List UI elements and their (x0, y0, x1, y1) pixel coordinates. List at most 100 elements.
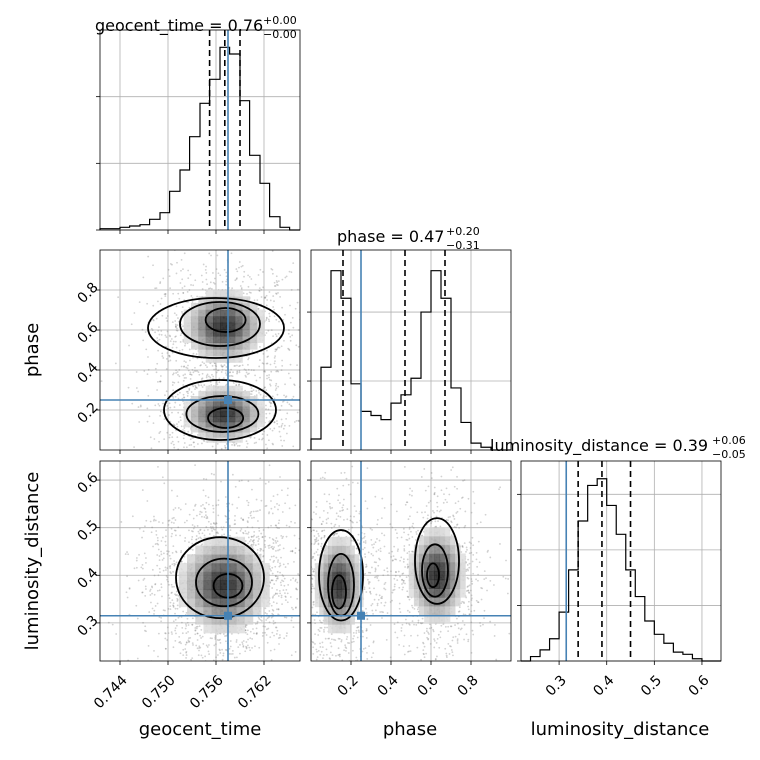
sample-point (149, 594, 152, 596)
sample-point (351, 526, 353, 529)
sample-point (477, 579, 479, 582)
sample-point (293, 512, 295, 514)
sample-point (162, 402, 164, 405)
sample-point (250, 517, 253, 519)
sample-point (276, 588, 278, 591)
sample-point (196, 639, 199, 641)
sample-point (266, 218, 268, 220)
sample-point (308, 289, 310, 291)
sample-point (351, 465, 354, 468)
sample-point (201, 377, 204, 380)
sample-point (160, 333, 163, 336)
sample-point (356, 636, 359, 639)
contour-line (185, 395, 260, 433)
sample-point (169, 608, 172, 610)
sample-point (229, 664, 231, 666)
sample-point (194, 505, 196, 507)
sample-point (344, 646, 347, 649)
sample-point (439, 509, 442, 512)
sample-point (175, 346, 178, 349)
sample-point (201, 674, 203, 676)
sample-point (436, 495, 439, 498)
density-cell (211, 597, 221, 608)
sample-point (324, 471, 327, 474)
density-cell (242, 309, 251, 317)
sample-point (342, 676, 344, 678)
density-cell (191, 316, 199, 324)
sample-point (442, 501, 445, 504)
sample-point (194, 464, 196, 467)
sample-point (454, 502, 457, 505)
sample-point (213, 522, 215, 525)
sample-point (246, 521, 249, 524)
sample-point (171, 431, 174, 434)
sample-point (229, 468, 231, 470)
sample-point (303, 569, 305, 571)
sample-point (428, 623, 431, 626)
sample-point (275, 279, 278, 282)
sample-point (268, 401, 271, 403)
sample-point (176, 594, 178, 596)
sample-point (235, 668, 237, 670)
sample-point (146, 302, 149, 305)
sample-point (169, 601, 172, 604)
sample-point (238, 261, 241, 263)
sample-point (262, 395, 265, 398)
sample-point (292, 395, 295, 398)
sample-point (272, 595, 275, 598)
sample-point (183, 442, 186, 444)
density-cell (198, 322, 207, 330)
density-cell (244, 615, 254, 625)
sample-point (195, 625, 198, 628)
sample-point (203, 384, 206, 386)
sample-point (264, 612, 267, 614)
sample-point (473, 502, 476, 505)
sample-point (268, 511, 271, 514)
sample-point (422, 649, 425, 652)
sample-point (150, 447, 153, 450)
sample-point (181, 311, 183, 313)
sample-point (246, 373, 249, 376)
sample-point (190, 465, 192, 467)
sample-point (257, 427, 260, 430)
sample-point (270, 579, 273, 582)
sample-point (296, 301, 299, 304)
sample-point (314, 538, 316, 541)
sample-point (177, 448, 180, 450)
sample-point (278, 320, 280, 323)
sample-point (193, 445, 196, 448)
sample-point (183, 446, 185, 449)
sample-point (205, 501, 208, 504)
density-cell (227, 426, 236, 433)
sample-point (291, 544, 293, 546)
sample-point (263, 296, 266, 299)
sample-point (272, 542, 275, 544)
sample-point (243, 368, 246, 371)
sample-point (408, 526, 411, 529)
sample-point (316, 656, 319, 659)
sample-point (225, 634, 228, 637)
sample-point (275, 577, 278, 580)
sample-point (403, 545, 406, 547)
sample-point (259, 393, 262, 396)
sample-point (228, 451, 230, 453)
sample-point (298, 574, 300, 577)
sample-point (274, 355, 277, 358)
sample-point (339, 510, 341, 512)
sample-point (162, 609, 165, 612)
density-cell (235, 309, 243, 317)
sample-point (295, 628, 297, 630)
sample-point (207, 667, 209, 669)
sample-point (367, 582, 370, 585)
sample-point (338, 678, 340, 680)
sample-point (335, 512, 338, 515)
sample-point (238, 670, 240, 672)
sample-point (174, 676, 176, 678)
x-tick-label: 0.750 (139, 672, 179, 712)
sample-point (165, 390, 168, 393)
y-tick-label: 0.6 (75, 470, 102, 497)
sample-point (396, 636, 399, 639)
density-cell (198, 309, 207, 317)
sample-point (255, 441, 258, 444)
sample-point (195, 535, 198, 537)
